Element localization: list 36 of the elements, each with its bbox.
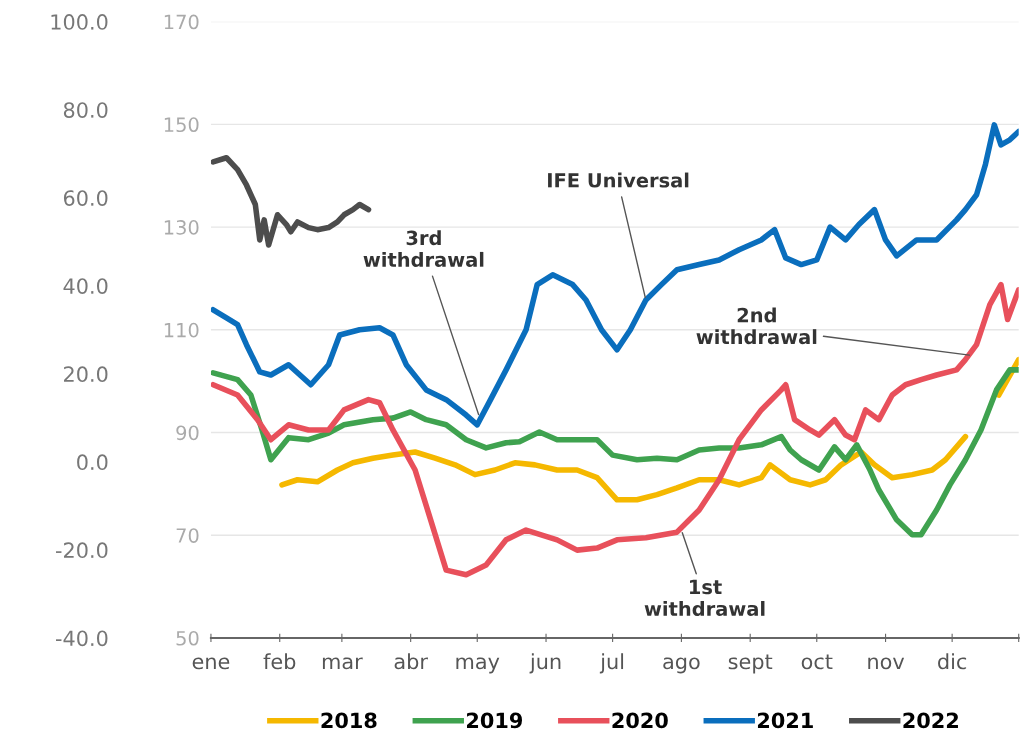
legend-label: 2018 [321,712,377,729]
y2-tick-label: -40.0 [55,630,108,647]
x-tick-label: nov [868,657,905,670]
annotation: 3rd withdrawal [363,230,484,267]
y-tick-label: 130 [164,220,199,235]
y-tick-label: 110 [164,322,199,338]
x-tick-label: abr [394,653,428,670]
x-tick-label: jun [529,653,561,674]
legend-label: 2020 [612,712,668,729]
legend-label: 2022 [903,712,958,729]
y2-tick-label: 20.0 [64,366,108,383]
x-tick-label: dic [938,653,967,670]
y2-tick-label: 100.0 [51,14,108,30]
y-tick-label: 150 [164,117,199,133]
y-tick-label: 170 [164,14,199,30]
legend-label: 2021 [757,712,813,729]
y2-tick-label: 0.0 [77,454,108,471]
y-tick-label: 50 [176,630,199,646]
x-tick-label: ene [192,657,230,670]
x-tick-label: jul [599,653,624,674]
annotation: IFE Universal [548,172,689,188]
y2-tick-label: -20.0 [55,542,108,559]
x-tick-label: may [456,657,500,674]
y2-tick-label: 80.0 [63,102,108,118]
y2-tick-label: 60.0 [63,190,108,206]
legend-label: 2019 [467,712,523,729]
x-tick-label: ago [663,657,700,674]
annotation: 1st withdrawal [644,579,765,617]
x-tick-label: sept [728,654,773,674]
y-tick-label: 70 [176,528,199,543]
x-tick-label: oct [801,654,833,670]
x-tick-label: mar [322,657,363,670]
y-tick-label: 90 [176,425,199,441]
annotation: 2nd withdrawal [696,307,817,345]
y2-tick-label: 40.0 [63,278,108,294]
x-tick-label: feb [263,653,296,670]
